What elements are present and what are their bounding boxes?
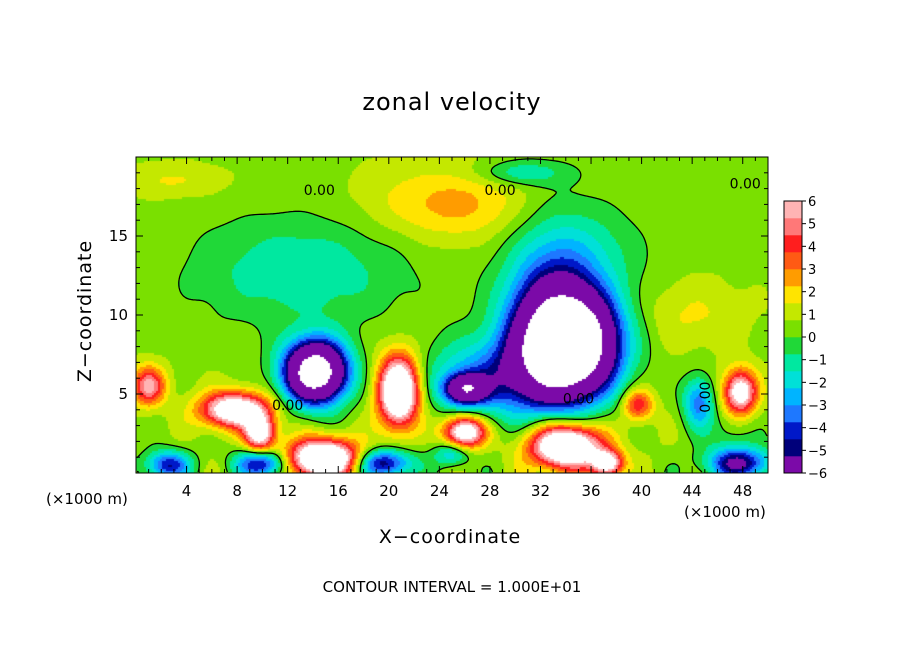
contour-label: 0.00 bbox=[484, 183, 515, 199]
x-tick-label: 24 bbox=[430, 482, 449, 500]
colorbar-swatch bbox=[784, 286, 802, 304]
x-tick-label: 4 bbox=[182, 482, 192, 500]
colorbar-swatch bbox=[784, 405, 802, 423]
colorbar-tick-label: −6 bbox=[808, 467, 827, 482]
contour-label: 0.00 bbox=[272, 398, 303, 414]
colorbar-swatch bbox=[784, 303, 802, 321]
colorbar-tick-label: −3 bbox=[808, 399, 827, 414]
x-tick-label: 28 bbox=[480, 482, 499, 500]
colorbar-tick-label: −1 bbox=[808, 354, 827, 369]
colorbar-tick-label: 3 bbox=[808, 263, 816, 278]
colorbar-tick-label: 6 bbox=[808, 195, 816, 210]
colorbar-swatch bbox=[784, 371, 802, 389]
contour-label: 0.00 bbox=[730, 177, 761, 193]
y-axis-label: Z−coordinate bbox=[74, 239, 96, 383]
x-tick-label: 48 bbox=[733, 482, 752, 500]
contour-label: 0.00 bbox=[304, 183, 335, 199]
contour-label: 0.00 bbox=[563, 391, 594, 407]
y-tick-label: 15 bbox=[109, 227, 128, 245]
y-tick-label: 10 bbox=[109, 306, 128, 324]
colorbar-tick-label: 4 bbox=[808, 240, 816, 255]
colorbar: 6 5 4 3 2 1 0 −1 −2 −3 −4 −5 −6 bbox=[783, 195, 827, 482]
colorbar-swatch bbox=[784, 388, 802, 406]
x-tick-label: 12 bbox=[278, 482, 297, 500]
x-tick-label: 20 bbox=[379, 482, 398, 500]
x-tick-label: 36 bbox=[581, 482, 600, 500]
colorbar-swatch bbox=[784, 422, 802, 440]
x-tick-label: 44 bbox=[683, 482, 702, 500]
colorbar-tick-label: 0 bbox=[808, 331, 816, 346]
y-tick-label: 5 bbox=[118, 385, 128, 403]
colorbar-swatch bbox=[784, 439, 802, 457]
velocity-field bbox=[136, 157, 768, 473]
x-tick-label: 8 bbox=[232, 482, 242, 500]
x-tick-label: 40 bbox=[632, 482, 651, 500]
x-tick-label: 32 bbox=[531, 482, 550, 500]
colorbar-swatch bbox=[784, 354, 802, 372]
chart-title: zonal velocity bbox=[362, 88, 542, 116]
colorbar-swatch bbox=[784, 235, 802, 253]
x-tick-label: 16 bbox=[329, 482, 348, 500]
colorbar-swatch bbox=[784, 320, 802, 338]
contour-interval-note: CONTOUR INTERVAL = 1.000E+01 bbox=[322, 578, 582, 596]
colorbar-swatch bbox=[784, 252, 802, 270]
colorbar-tick-label: 5 bbox=[808, 218, 816, 233]
colorbar-tick-label: −5 bbox=[808, 444, 827, 459]
colorbar-tick-label: 2 bbox=[808, 286, 816, 301]
x-unit-label-left: (×1000 m) bbox=[46, 490, 128, 508]
contour-label: 0.00 bbox=[698, 382, 714, 413]
colorbar-tick-label: 1 bbox=[808, 308, 816, 323]
colorbar-swatch bbox=[784, 456, 802, 474]
colorbar-swatch bbox=[784, 218, 802, 236]
colorbar-swatch bbox=[784, 337, 802, 355]
colorbar-swatch bbox=[784, 269, 802, 287]
colorbar-swatch bbox=[784, 201, 802, 219]
colorbar-tick-label: −4 bbox=[808, 422, 827, 437]
zero-contours: 0.00 0.00 0.00 0.00 0.00 0.00 bbox=[136, 158, 768, 473]
x-unit-label-right: (×1000 m) bbox=[684, 503, 766, 521]
x-axis-label: X−coordinate bbox=[378, 526, 522, 548]
colorbar-tick-label: −2 bbox=[808, 376, 827, 391]
field-image bbox=[136, 157, 768, 473]
